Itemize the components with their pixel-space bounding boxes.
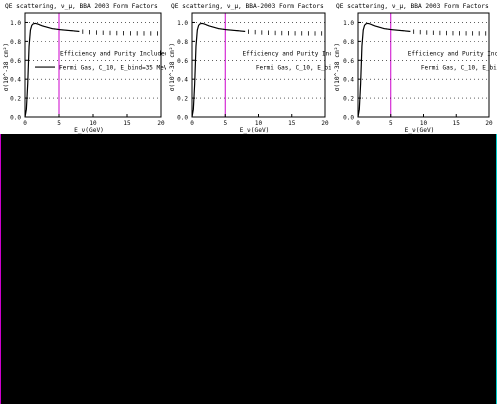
y-tick-label: 0.0 [10,115,21,122]
y-tick-label: 0.6 [10,58,21,65]
x-tick-label: 20 [157,120,165,127]
y-tick-label: 1.0 [343,20,354,27]
y-tick-label: 0.6 [343,58,354,65]
y-tick-label: 0.6 [177,58,188,65]
x-axis-label: E_ν(GeV) [74,127,104,134]
y-axis-label: σ(10^-38 cm²) [169,43,176,91]
chart-title: QE scattering, ν_μ, BBA-2003 Form Factor… [171,3,324,10]
y-tick-label: 0.0 [177,115,188,122]
y-tick-label: 1.0 [10,20,21,27]
series-line [191,22,246,118]
x-axis-label: E_ν(GeV) [405,127,435,134]
y-tick-label: 0.2 [177,96,188,103]
legend-label: Fermi Gas, C_10, E_bind=35 MeV [59,65,168,72]
x-tick-label: 20 [321,120,329,127]
chart-title: QE scattering, ν_μ, BBA 2003 Form Factor… [5,3,158,10]
x-tick-label: 15 [288,120,296,127]
y-tick-label: 0.4 [177,77,188,84]
chart-panel-3: 0.0 0.2 0.4 0.6 0.8 1.0 0 5 10 15 20 QE scattering,… [331,0,497,134]
y-axis-label: σ(10^-38 cm²) [334,43,341,91]
x-tick-label: 5 [223,120,227,127]
y-tick-label: 0.8 [177,39,188,46]
x-tick-label: 10 [420,120,428,127]
y-axis-label: σ(10^-38 cm²) [3,43,10,91]
x-tick-label: 10 [89,120,97,127]
legend-label: Fermi Gas, C_10, E_bind=35 MeV [256,65,365,72]
chart-panels: 0.0 0.2 0.4 0.6 0.8 1.0 0 5 10 15 20 QE scattering,… [0,0,497,134]
annotation-text: Efficiency and Purity Included [60,51,169,58]
y-tick-label: 1.0 [177,20,188,27]
x-tick-label: 5 [389,120,393,127]
x-tick-label: 5 [57,120,61,127]
chart-panel-2: 0.0 0.2 0.4 0.6 0.8 1.0 0 5 10 15 20 QE scattering,… [166,0,365,134]
chart-title: QE scattering, ν_μ, BBA 2003 Form Factor… [336,3,489,10]
y-tick-label: 0.8 [343,39,354,46]
x-tick-label: 15 [453,120,461,127]
annotation-text: Efficiency and Purity Included [408,51,497,58]
x-tick-label: 0 [190,120,194,127]
x-tick-label: 15 [123,120,131,127]
y-tick-label: 0.4 [343,77,354,84]
series-line [357,22,411,118]
x-tick-label: 10 [255,120,263,127]
x-tick-label: 0 [356,120,360,127]
annotation-text: Efficiency and Purity Included [243,51,352,58]
y-tick-label: 0.2 [343,96,354,103]
y-tick-label: 0.0 [343,115,354,122]
x-tick-label: 0 [23,120,27,127]
x-axis-label: E_ν(GeV) [240,127,270,134]
x-tick-label: 20 [485,120,493,127]
y-tick-label: 0.8 [10,39,21,46]
legend-label: Fermi Gas, C_10, E_bind=35 MeV [421,65,497,72]
chart-panel-1: 0.0 0.2 0.4 0.6 0.8 1.0 0 5 10 15 20 QE scattering,… [0,0,169,134]
y-tick-label: 0.4 [10,77,21,84]
y-tick-label: 0.2 [10,96,21,103]
series-line [24,22,80,118]
